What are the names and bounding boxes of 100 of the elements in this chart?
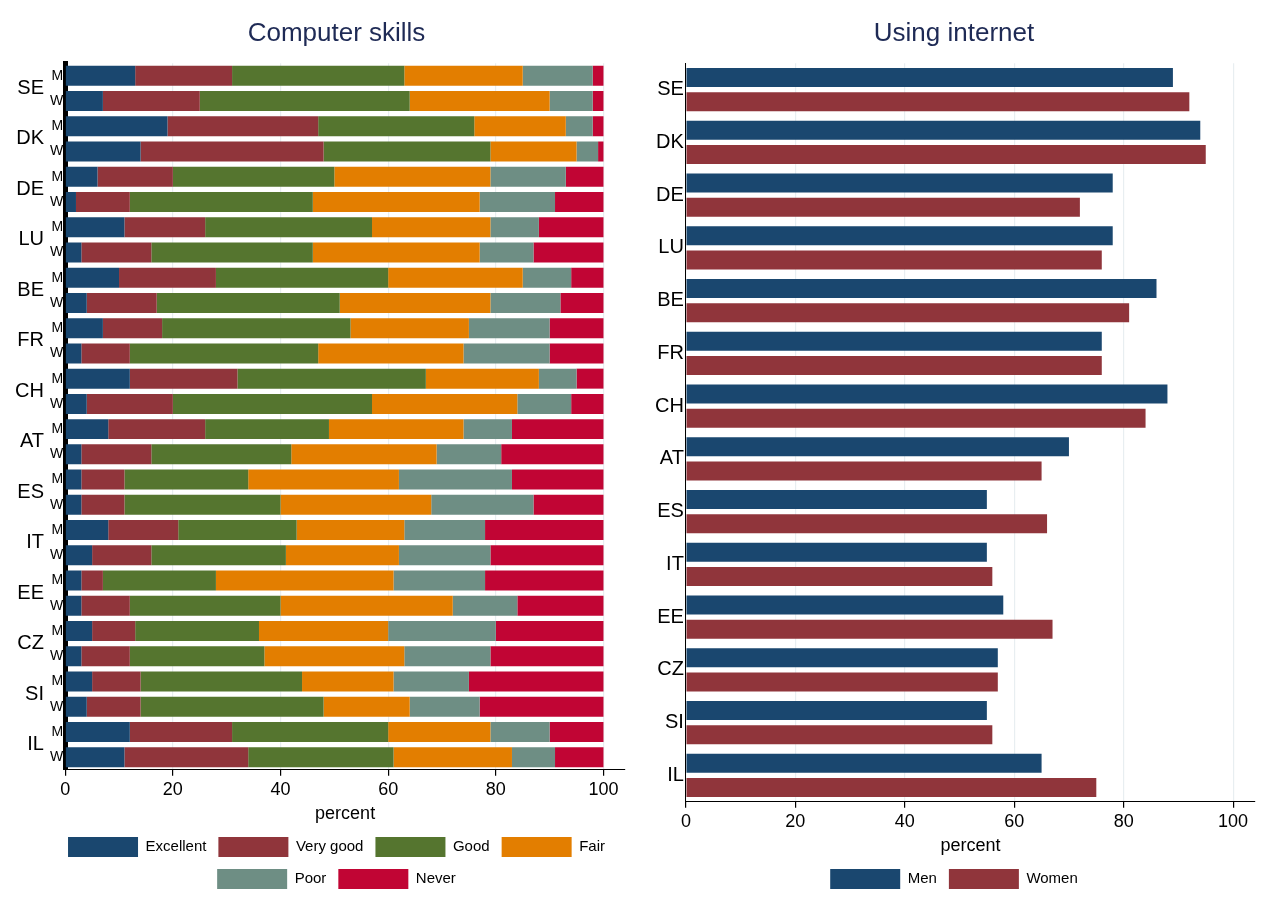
bar: [686, 331, 1102, 351]
bar: [86, 696, 141, 717]
legend-label: Good: [452, 837, 490, 855]
bar: [81, 343, 130, 364]
y-tick-label: M: [51, 167, 64, 184]
bar: [65, 545, 93, 566]
bar: [686, 67, 1173, 87]
bar: [280, 494, 432, 515]
bar: [463, 343, 550, 364]
bar: [65, 192, 76, 212]
bar: [318, 116, 475, 137]
bar: [65, 267, 120, 288]
bar: [296, 520, 405, 541]
bar: [215, 570, 394, 591]
bar: [280, 595, 453, 616]
bar: [65, 141, 141, 162]
y-tick-label: M: [51, 369, 64, 386]
bar: [65, 444, 82, 465]
bar: [533, 242, 604, 263]
bar: [151, 545, 286, 566]
bar: [409, 91, 550, 112]
bar: [686, 356, 1102, 375]
y-tick-label: M: [51, 672, 64, 689]
bar: [108, 520, 179, 541]
bar: [517, 393, 572, 414]
bar: [549, 318, 604, 339]
bar: [592, 116, 604, 137]
bar: [81, 242, 152, 263]
bar: [102, 570, 216, 591]
bar: [81, 469, 125, 490]
bar: [511, 419, 604, 440]
text: BE: [17, 277, 44, 300]
bar: [686, 753, 1042, 773]
bar: [576, 368, 604, 389]
bar: [485, 570, 604, 591]
chart-title: Using internet: [873, 16, 1035, 47]
bar: [592, 65, 604, 86]
bar: [533, 494, 604, 515]
bar: [501, 444, 604, 465]
bar: [686, 701, 987, 720]
bar: [490, 646, 604, 667]
bar: [686, 725, 993, 745]
bar: [686, 226, 1113, 246]
y-tick-label: M: [51, 218, 64, 235]
y-tick-label: FR: [657, 340, 684, 363]
bar: [686, 120, 1201, 140]
y-tick-label: W: [50, 344, 64, 361]
bar: [549, 91, 593, 112]
x-tick-label: 20: [162, 778, 183, 799]
bar: [571, 267, 604, 288]
bar: [565, 116, 593, 137]
bar: [119, 267, 216, 288]
bar: [517, 595, 604, 616]
y-tick-label: W: [50, 91, 64, 108]
bar: [102, 91, 200, 112]
bar: [75, 192, 130, 212]
bar: [248, 469, 399, 490]
bar: [452, 595, 518, 616]
bar: [129, 368, 238, 389]
x-tick-label: 100: [588, 778, 619, 799]
x-tick-label: 40: [270, 778, 291, 799]
bar: [151, 444, 292, 465]
bar: [129, 721, 233, 742]
bar: [372, 393, 518, 414]
bar: [686, 778, 1097, 798]
y-tick-label: M: [51, 722, 64, 739]
y-tick-label: M: [51, 117, 64, 134]
bar: [404, 520, 486, 541]
chart-title: Computer skills: [247, 16, 426, 47]
bar: [285, 545, 399, 566]
bar: [686, 408, 1146, 428]
y-tick-label: W: [50, 445, 64, 462]
bar: [328, 419, 464, 440]
bar: [686, 250, 1102, 270]
bar: [409, 696, 480, 717]
x-tick-label: 100: [1218, 810, 1249, 831]
y-tick-label: EE: [657, 604, 684, 627]
x-axis-title: percent: [315, 803, 376, 824]
bar: [65, 696, 87, 717]
bar: [686, 595, 1004, 615]
bar: [522, 267, 572, 288]
bar: [490, 721, 550, 742]
bar: [129, 192, 313, 212]
bar: [81, 595, 130, 616]
x-tick-label: 0: [680, 810, 691, 831]
bar: [65, 469, 82, 490]
bar: [65, 217, 125, 238]
bar: [65, 368, 130, 389]
y-tick-label: IT: [666, 551, 684, 574]
text: IT: [26, 530, 44, 553]
x-tick-label: 0: [60, 778, 71, 799]
bar: [65, 646, 82, 667]
bar: [86, 393, 173, 414]
bar: [686, 619, 1053, 639]
bar: [65, 91, 103, 112]
bar: [65, 570, 82, 591]
bar: [479, 192, 556, 212]
bar: [199, 91, 410, 112]
bar: [436, 444, 502, 465]
bar: [65, 343, 82, 364]
